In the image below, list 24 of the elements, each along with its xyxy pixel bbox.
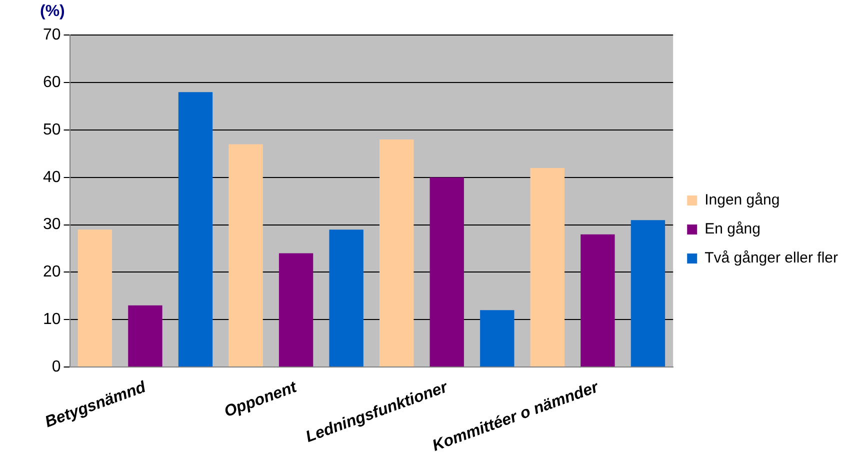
bar bbox=[329, 230, 364, 367]
bar bbox=[78, 230, 112, 367]
bar bbox=[178, 92, 213, 367]
bar bbox=[128, 305, 162, 367]
y-tick-label: 70 bbox=[43, 26, 61, 44]
y-tick-label: 10 bbox=[43, 311, 61, 328]
y-tick-label: 0 bbox=[52, 358, 61, 376]
bar bbox=[480, 310, 514, 367]
bar bbox=[430, 177, 464, 367]
y-tick-label: 20 bbox=[43, 264, 61, 281]
bar bbox=[530, 168, 565, 367]
bar bbox=[278, 253, 314, 367]
legend-label: En gång bbox=[704, 220, 760, 238]
bar bbox=[379, 140, 414, 367]
legend-label: Ingen gång bbox=[704, 192, 780, 209]
bar bbox=[630, 220, 666, 367]
y-tick-label: 30 bbox=[43, 216, 61, 234]
chart-title: (%) bbox=[40, 3, 65, 20]
y-tick-label: 60 bbox=[43, 74, 61, 92]
bar bbox=[228, 144, 263, 367]
y-tick-label: 40 bbox=[43, 168, 61, 186]
legend-label: Två gånger eller fler bbox=[704, 250, 838, 267]
y-tick-label: 50 bbox=[43, 121, 61, 138]
bar bbox=[580, 234, 615, 367]
